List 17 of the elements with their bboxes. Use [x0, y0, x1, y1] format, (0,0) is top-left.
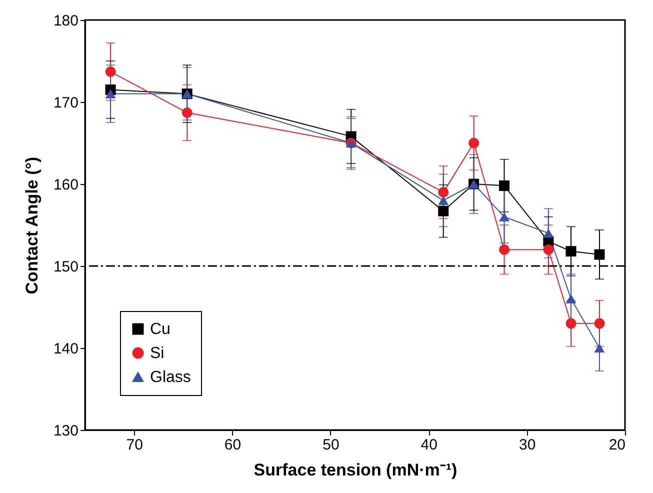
y-tick-label: 150: [53, 258, 78, 276]
x-tick-label: 30: [518, 436, 536, 454]
x-tick-label: 20: [608, 436, 626, 454]
y-tick-label: 160: [53, 176, 78, 194]
x-axis-title: Surface tension (mN·m⁻¹): [254, 460, 458, 480]
y-tick-label: 140: [53, 340, 78, 358]
legend-label: Glass: [150, 369, 191, 386]
y-tick-label: 180: [53, 12, 78, 30]
x-tick-label: 40: [420, 436, 438, 454]
x-tick-label: 70: [126, 436, 143, 454]
y-tick-label: 170: [53, 94, 78, 112]
legend-label: Si: [150, 345, 164, 362]
x-tick-label: 60: [224, 436, 242, 454]
x-tick-label: 50: [322, 436, 340, 454]
legend-label: Cu: [150, 321, 170, 338]
y-tick-label: 130: [53, 422, 78, 440]
y-axis-title: Contact Angle (°): [22, 156, 42, 294]
